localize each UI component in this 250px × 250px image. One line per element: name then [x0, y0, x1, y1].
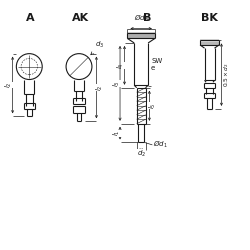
Text: $l_3$: $l_3$ [112, 80, 122, 87]
Text: BK: BK [201, 13, 218, 23]
Text: $l_1$: $l_1$ [112, 130, 122, 136]
Text: $l_4$: $l_4$ [116, 62, 126, 69]
Text: $d_2$: $d_2$ [136, 149, 146, 160]
Text: $Ød_1$: $Ød_1$ [153, 139, 168, 150]
Text: AK: AK [72, 13, 89, 23]
Text: SW: SW [151, 58, 162, 64]
Text: A: A [26, 13, 35, 23]
Text: $0.5 \times d_2$: $0.5 \times d_2$ [222, 62, 231, 87]
Text: e: e [151, 65, 155, 71]
Text: B: B [143, 13, 152, 23]
Text: $Ød_3$: $Ød_3$ [134, 13, 148, 24]
Text: $l_5$: $l_5$ [148, 102, 158, 109]
Text: $l_2$: $l_2$ [4, 82, 14, 88]
Text: $d_3$: $d_3$ [95, 40, 104, 50]
Text: $l_2$: $l_2$ [95, 84, 105, 91]
